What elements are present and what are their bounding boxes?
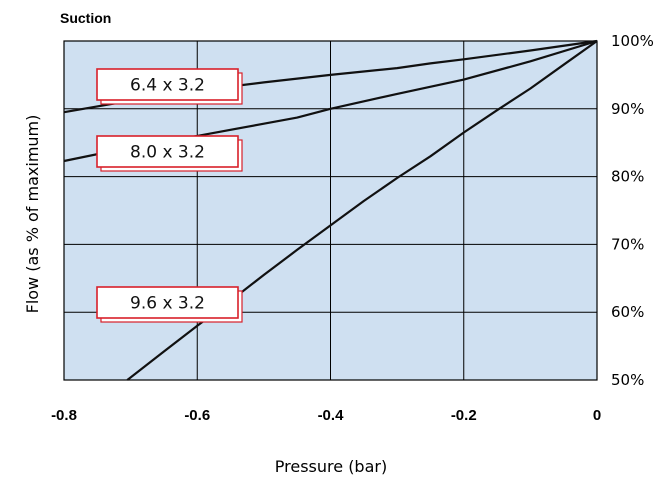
series-label-2: 9.6 x 3.2 <box>96 286 243 323</box>
series-label-1: 8.0 x 3.2 <box>96 135 243 172</box>
series-label-0: 6.4 x 3.2 <box>96 68 243 105</box>
x-tick-labels: -0.8 -0.6 -0.4 -0.2 0 <box>51 407 601 424</box>
series-label-text: 8.0 x 3.2 <box>130 143 205 163</box>
series-label-text: 6.4 x 3.2 <box>130 76 205 96</box>
x-tick-label: -0.6 <box>184 407 210 424</box>
series-label-text: 9.6 x 3.2 <box>130 294 205 314</box>
y-tick-label: 80% <box>611 168 644 186</box>
series-label-box <box>96 286 239 319</box>
series-label-box <box>96 135 239 168</box>
y-tick-label: 60% <box>611 303 644 321</box>
series-label-box <box>96 68 239 101</box>
y-tick-label: 70% <box>611 235 644 253</box>
y-tick-label: 50% <box>611 371 644 389</box>
x-tick-label: -0.2 <box>451 407 477 424</box>
y-tick-labels: 50% 60% 70% 80% 90% 100% <box>611 32 654 389</box>
x-tick-label: -0.4 <box>318 407 345 424</box>
y-tick-label: 90% <box>611 100 644 118</box>
series-labels: 6.4 x 3.2 8.0 x 3.2 9.6 x 3.2 <box>96 68 243 323</box>
y-tick-label: 100% <box>611 32 654 50</box>
chart-title: Suction <box>60 10 111 26</box>
x-tick-label: 0 <box>593 407 601 424</box>
x-tick-label: -0.8 <box>51 407 77 424</box>
x-axis-label: Pressure (bar) <box>275 457 387 476</box>
y-axis-label: Flow (as % of maximum) <box>23 115 42 314</box>
